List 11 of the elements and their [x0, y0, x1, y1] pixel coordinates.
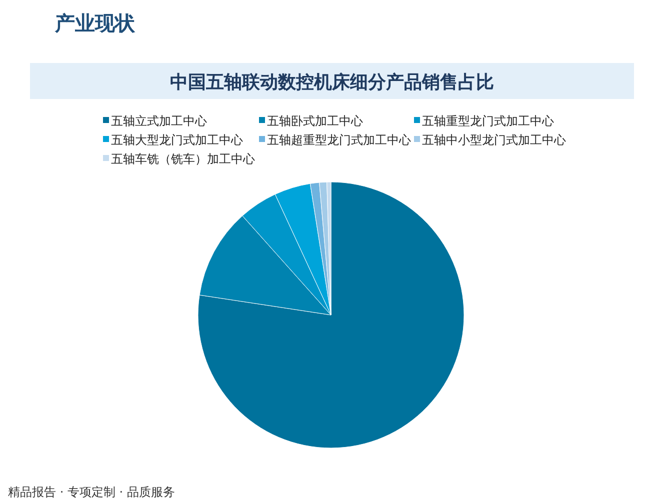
legend-label: 五轴重型龙门式加工中心	[422, 114, 554, 128]
pie-slice	[198, 182, 464, 448]
legend-label: 五轴超重型龙门式加工中心	[267, 133, 411, 147]
legend-label: 五轴车铣（铣车）加工中心	[111, 152, 255, 166]
legend-label: 五轴中小型龙门式加工中心	[422, 133, 566, 147]
text: 产业现状	[54, 11, 136, 35]
chart-title: 中国五轴联动数控机床细分产品销售占比	[170, 72, 494, 93]
legend-label: 五轴大型龙门式加工中心	[111, 133, 243, 147]
legend-label: 五轴卧式加工中心	[267, 114, 363, 128]
legend-label: 五轴立式加工中心	[111, 114, 207, 128]
text: 精品报告 · 专项定制 · 品质服务	[8, 485, 175, 499]
